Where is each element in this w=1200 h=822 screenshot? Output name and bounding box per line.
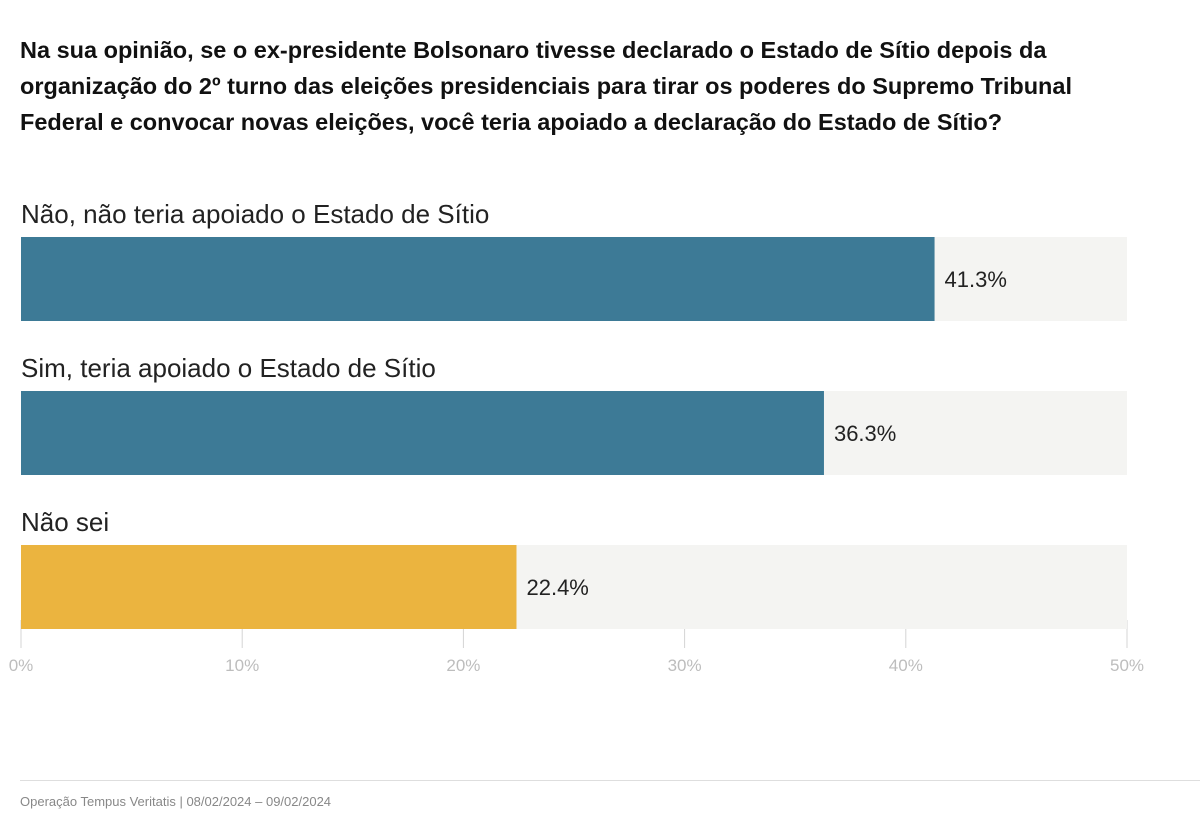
bar: [21, 237, 935, 321]
footer-source: Operação Tempus Veritatis | 08/02/2024 –…: [20, 794, 332, 809]
x-tick-label: 10%: [225, 656, 259, 675]
bar: [21, 545, 517, 629]
x-tick-label: 0%: [9, 656, 34, 675]
category-label: Não, não teria apoiado o Estado de Sítio: [21, 199, 489, 229]
category-label: Sim, teria apoiado o Estado de Sítio: [21, 353, 436, 383]
value-label: 36.3%: [834, 421, 896, 446]
x-tick-label: 40%: [889, 656, 923, 675]
bars-layer: Não, não teria apoiado o Estado de Sítio…: [21, 199, 1127, 629]
x-axis-ticks: 0% 10% 20% 30% 40% 50%: [9, 656, 1144, 675]
x-tick-label: 30%: [668, 656, 702, 675]
value-label: 22.4%: [526, 575, 588, 600]
footer-divider: [20, 780, 1200, 781]
chart-title: Na sua opinião, se o ex-presidente Bolso…: [20, 37, 1073, 135]
bar-chart: Não, não teria apoiado o Estado de Sítio…: [9, 199, 1144, 675]
x-tick-label: 20%: [446, 656, 480, 675]
x-tick-label: 50%: [1110, 656, 1144, 675]
value-label: 41.3%: [945, 267, 1007, 292]
bar: [21, 391, 824, 475]
category-label: Não sei: [21, 507, 109, 537]
